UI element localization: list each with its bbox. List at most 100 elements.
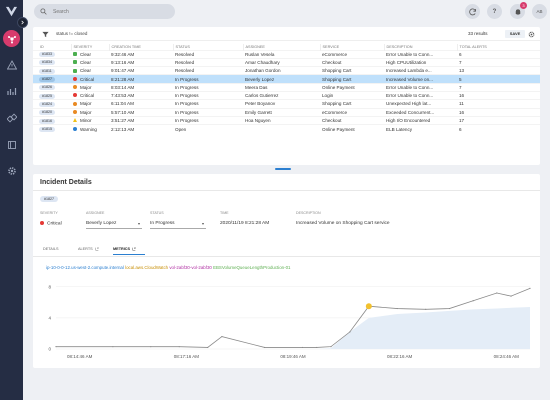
cell-total-alerts: 7 xyxy=(457,82,540,92)
time-label: TIME xyxy=(220,211,229,215)
notifications-button[interactable]: 3 xyxy=(510,2,527,19)
table-row[interactable]: #1816 Minor 3:51:27 AM In Progress Hoa Nguye… xyxy=(33,115,540,125)
cell-service: Shopping Cart xyxy=(320,74,384,84)
y-tick-label: 4 xyxy=(48,315,51,320)
assignee-select[interactable]: Beverly Lopez ▾ xyxy=(86,219,142,229)
settings-nav-icon[interactable] xyxy=(5,165,18,177)
cell-service: eCommerce xyxy=(320,49,384,59)
cell-status: In Progress xyxy=(173,82,243,92)
search-icon xyxy=(40,8,47,15)
incident-id-pill[interactable]: #1825 xyxy=(39,93,55,99)
tab-alerts[interactable]: ALERTS xyxy=(78,245,99,255)
user-initials: AB xyxy=(536,9,543,14)
filter-query[interactable]: status != closed xyxy=(56,31,88,36)
panel-resize-handle[interactable] xyxy=(275,168,291,170)
docs-nav-icon[interactable] xyxy=(5,139,18,151)
table-row[interactable]: #1824 Major 6:11:04 AM In Progress Peter Boy… xyxy=(33,99,540,109)
cell-creation-time: 9:32:46 AM xyxy=(109,49,173,59)
tab-details[interactable]: DETAILS xyxy=(43,247,59,251)
cell-description: Error Unable to Conn... xyxy=(384,90,457,100)
data-point xyxy=(150,346,152,348)
status-select[interactable]: In Progress ▾ xyxy=(150,219,206,229)
sidebar-toggle-button[interactable] xyxy=(17,17,28,28)
incident-detail-panel: Incident Details #1827 SEVERITY Critical… xyxy=(33,174,540,368)
help-button[interactable]: ? xyxy=(487,4,502,19)
analytics-nav-icon[interactable] xyxy=(5,85,18,97)
cell-id: #1824 xyxy=(33,99,71,109)
incident-id-pill[interactable]: #1815 xyxy=(39,127,55,133)
highlight-point xyxy=(365,303,372,310)
search-box[interactable] xyxy=(34,4,175,19)
incident-id-pill[interactable]: #1811 xyxy=(39,68,55,74)
cell-creation-time: 6:11:04 AM xyxy=(109,99,173,109)
data-point xyxy=(207,346,209,349)
user-avatar[interactable]: AB xyxy=(532,4,547,19)
incident-id-pill[interactable]: #1820 xyxy=(39,110,55,116)
table-row[interactable]: #1820 Major 5:57:10 AM In Progress Emily Gar… xyxy=(33,107,540,117)
table-row[interactable]: #1827 Critical 8:21:28 AM In Progress Beverl… xyxy=(33,74,540,84)
tab-metrics[interactable]: METRICS xyxy=(113,245,145,255)
cell-severity: Clear xyxy=(71,66,109,75)
column-header-assignee[interactable]: ASSIGNEE xyxy=(242,44,320,50)
table-row[interactable]: #1833 Clear 9:32:46 AM Resolved Ruslan Vesel… xyxy=(33,49,540,59)
cell-status: In Progress xyxy=(173,107,243,117)
column-header-creation-time[interactable]: CREATION TIME xyxy=(108,44,173,50)
data-point xyxy=(178,346,180,348)
cell-assignee: Beverly Lopez xyxy=(243,74,320,84)
incident-list-panel: status != closed 33 results SAVE ID SEVE… xyxy=(33,27,540,165)
warning-nav-icon[interactable] xyxy=(5,59,18,71)
table-row[interactable]: #1825 Critical 7:43:53 AM In Progress Carlos… xyxy=(33,90,540,100)
cell-creation-time: 8:21:28 AM xyxy=(109,74,173,84)
column-header-total-alerts[interactable]: TOTAL ALERTS xyxy=(456,44,540,50)
cell-status: Open xyxy=(173,124,243,133)
cell-service: Checkout xyxy=(320,115,384,125)
table-row[interactable]: #1834 Clear 9:13:16 AM Resolved Amar Chaudha… xyxy=(33,57,540,67)
cell-assignee: Hoa Nguyen xyxy=(243,115,320,125)
incident-id-pill[interactable]: #1826 xyxy=(39,85,55,91)
column-header-description[interactable]: DESCRIPTION xyxy=(383,44,457,50)
critical-icon xyxy=(73,93,77,98)
notification-count-badge: 3 xyxy=(520,2,527,9)
critical-icon xyxy=(40,220,44,225)
cell-assignee: Jonathan Gordon xyxy=(243,66,320,75)
column-header-status[interactable]: STATUS xyxy=(172,44,243,50)
incident-id-pill[interactable]: #1827 xyxy=(39,77,55,83)
table-settings-button[interactable] xyxy=(527,30,535,38)
refresh-button[interactable] xyxy=(465,4,480,19)
cell-total-alerts: 7 xyxy=(457,57,540,67)
cell-status: Resolved xyxy=(173,66,243,75)
incident-id-pill[interactable]: #1816 xyxy=(39,118,55,124)
cell-creation-time: 9:01:47 AM xyxy=(109,66,173,75)
x-tick-label: 08:14:46 AM xyxy=(67,354,93,359)
tabs-divider xyxy=(33,256,540,257)
table-row[interactable]: #1811 Clear 9:01:47 AM Resolved Jonathan Gor… xyxy=(33,66,540,75)
incident-id-pill[interactable]: #1824 xyxy=(39,101,55,107)
search-input[interactable] xyxy=(53,8,163,15)
cell-status: Resolved xyxy=(173,49,243,59)
cell-service: Checkout xyxy=(320,57,384,67)
filter-icon[interactable] xyxy=(42,31,49,38)
incidents-nav-icon[interactable] xyxy=(3,30,20,47)
metric-volume: vol-2abf30-vol-2abf30 xyxy=(169,265,212,270)
column-header-service[interactable]: SERVICE xyxy=(319,44,384,50)
incident-id-pill[interactable]: #1833 xyxy=(39,52,55,58)
cell-creation-time: 5:57:10 AM xyxy=(109,107,173,117)
integrations-nav-icon[interactable] xyxy=(5,112,18,124)
cell-id: #1834 xyxy=(33,57,71,67)
minor-icon xyxy=(73,118,77,123)
incident-id-pill[interactable]: #1834 xyxy=(39,60,55,66)
save-button[interactable]: SAVE xyxy=(505,30,525,38)
app-logo-icon[interactable] xyxy=(5,6,18,18)
table-header-row: ID SEVERITY CREATION TIME STATUS ASSIGNE… xyxy=(33,44,540,50)
column-header-severity[interactable]: SEVERITY xyxy=(70,44,109,50)
table-row[interactable]: #1815 Warning 2:12:13 AM Open Online Payment… xyxy=(33,124,540,133)
column-header-id[interactable]: ID xyxy=(40,44,44,49)
incident-table: ID SEVERITY CREATION TIME STATUS ASSIGNE… xyxy=(33,44,540,133)
metric-name: EBSVolumeQueueLengthProduction-01 xyxy=(213,265,291,270)
clear-icon xyxy=(73,68,77,73)
incident-details-title: Incident Details xyxy=(40,179,92,186)
table-row[interactable]: #1826 Major 8:03:14 AM In Progress Meera Das… xyxy=(33,82,540,92)
data-point xyxy=(221,335,223,338)
cell-status: Resolved xyxy=(173,57,243,67)
metrics-chart: 0 4 8 08:14:46 AM 08:17:16 AM 08:19:46 AM 08:2… xyxy=(48,284,531,359)
